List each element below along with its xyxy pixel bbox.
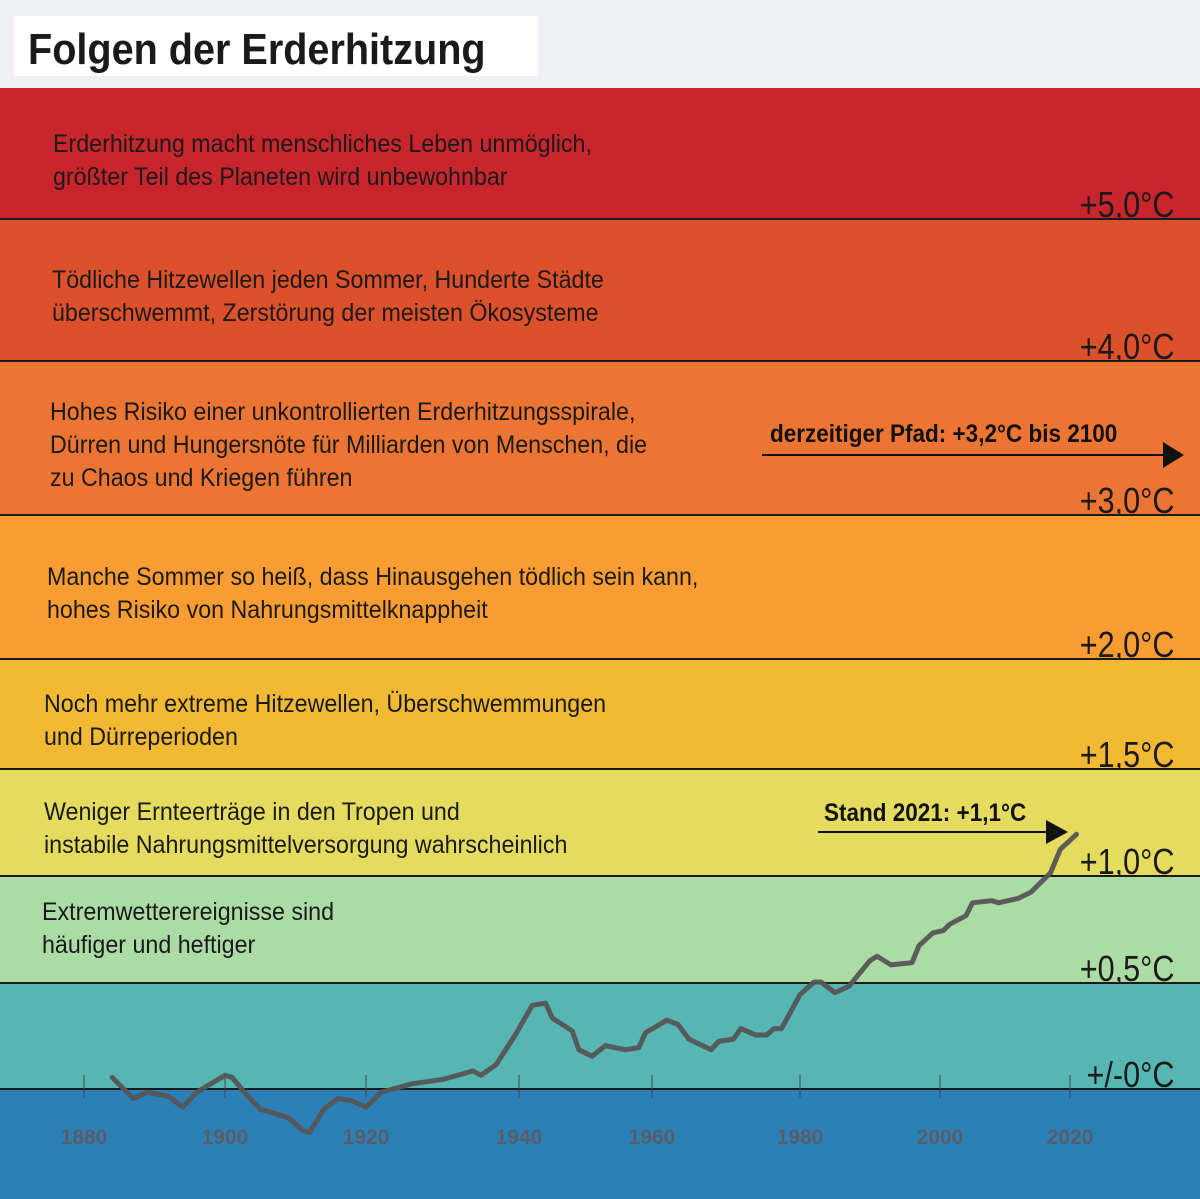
temperature-line bbox=[109, 831, 1079, 1135]
x-tick-label: 2020 bbox=[1047, 1126, 1094, 1149]
x-tick-label: 1920 bbox=[343, 1126, 390, 1149]
band-temperature-label: +0,5°C bbox=[1079, 948, 1174, 989]
band-description: Hohes Risiko einer unkontrollierten Erde… bbox=[50, 396, 647, 495]
band-temperature-label: +2,0°C bbox=[1079, 624, 1174, 665]
band-description: Tödliche Hitzewellen jeden Sommer, Hunde… bbox=[52, 264, 604, 330]
x-tick-label: 1880 bbox=[61, 1126, 108, 1149]
band-5: Weniger Ernteerträge in den Tropen und in… bbox=[0, 770, 1200, 882]
x-tick-label: 2000 bbox=[917, 1126, 964, 1149]
band-2: Hohes Risiko einer unkontrollierten Erde… bbox=[0, 362, 1200, 521]
band-4: Noch mehr extreme Hitzewellen, Überschwe… bbox=[0, 660, 1200, 775]
x-tick-label: 1900 bbox=[202, 1126, 249, 1149]
band-description-line: größter Teil des Planeten wird unbewohnb… bbox=[53, 163, 508, 191]
x-tick-label: 1940 bbox=[496, 1126, 543, 1149]
band-6: Extremwetterereignisse sind häufiger und … bbox=[0, 877, 1200, 989]
status-2021-arrowhead bbox=[1046, 820, 1068, 844]
band-description: Manche Sommer so heiß, dass Hinausgehen … bbox=[47, 561, 698, 627]
band-description-line: häufiger und heftiger bbox=[42, 931, 256, 959]
band-description: Noch mehr extreme Hitzewellen, Überschwe… bbox=[44, 688, 606, 754]
band-description-line: Erderhitzung macht menschliches Leben un… bbox=[53, 130, 592, 158]
band-description-line: Tödliche Hitzewellen jeden Sommer, Hunde… bbox=[52, 266, 604, 294]
band-temperature-label: +/-0°C bbox=[1086, 1054, 1174, 1095]
current-path-arrowhead bbox=[1163, 442, 1184, 468]
band-7: +/-0°C bbox=[0, 984, 1200, 1095]
band-description-line: Hohes Risiko einer unkontrollierten Erde… bbox=[50, 398, 636, 426]
status-2021-label: Stand 2021: +1,1°C bbox=[824, 799, 1027, 827]
band-description-line: Noch mehr extreme Hitzewellen, Überschwe… bbox=[44, 690, 607, 718]
band-1: Tödliche Hitzewellen jeden Sommer, Hunde… bbox=[0, 220, 1200, 367]
band-description: Weniger Ernteerträge in den Tropen und in… bbox=[44, 796, 567, 862]
band-description: Extremwetterereignisse sind häufiger und … bbox=[42, 896, 334, 962]
band-temperature-label: +5,0°C bbox=[1079, 184, 1174, 225]
band-description-line: und Dürreperioden bbox=[44, 723, 238, 751]
band-temperature-label: +3,0°C bbox=[1079, 480, 1174, 521]
band-temperature-label: +1,0°C bbox=[1079, 841, 1174, 882]
band-0: Erderhitzung macht menschliches Leben un… bbox=[0, 88, 1200, 225]
band-description-line: instabile Nahrungsmittelversorgung wahrs… bbox=[44, 831, 568, 859]
current-path-label: derzeitiger Pfad: +3,2°C bis 2100 bbox=[770, 420, 1118, 448]
band-description: Erderhitzung macht menschliches Leben un… bbox=[53, 128, 592, 194]
band-description-line: zu Chaos und Kriegen führen bbox=[50, 464, 353, 492]
band-description-line: Dürren und Hungersnöte für Milliarden vo… bbox=[50, 431, 648, 459]
band-description-line: Extremwetterereignisse sind bbox=[42, 898, 335, 926]
band-description-line: hohes Risiko von Nahrungsmittelknappheit bbox=[47, 596, 488, 624]
band-description-line: Weniger Ernteerträge in den Tropen und bbox=[44, 798, 460, 826]
band-3: Manche Sommer so heiß, dass Hinausgehen … bbox=[0, 516, 1200, 665]
x-tick-label: 1960 bbox=[629, 1126, 676, 1149]
band-temperature-label: +1,5°C bbox=[1079, 734, 1174, 775]
band-description-line: überschwemmt, Zerstörung der meisten Öko… bbox=[52, 299, 599, 327]
band-description-line: Manche Sommer so heiß, dass Hinausgehen … bbox=[47, 563, 699, 591]
band-below-zero bbox=[0, 1090, 1200, 1199]
x-tick-label: 1980 bbox=[777, 1126, 824, 1149]
title-box: Folgen der Erderhitzung bbox=[14, 16, 538, 76]
chart-title: Folgen der Erderhitzung bbox=[28, 25, 486, 74]
band-temperature-label: +4,0°C bbox=[1079, 326, 1174, 367]
